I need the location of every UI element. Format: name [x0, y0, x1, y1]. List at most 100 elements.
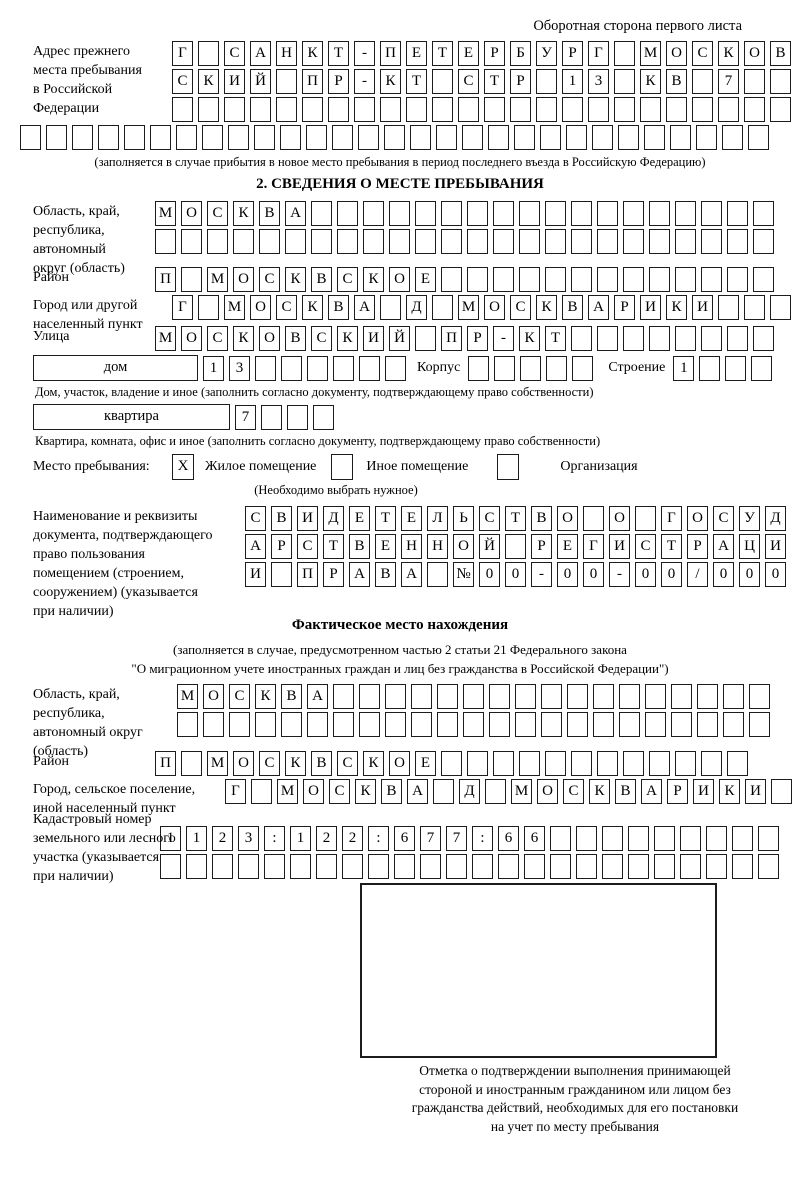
char-cell[interactable]: Т — [432, 41, 453, 66]
char-cell[interactable]: Б — [510, 41, 531, 66]
char-cell[interactable] — [467, 267, 488, 292]
char-cell[interactable]: С — [259, 267, 280, 292]
char-cell[interactable]: А — [354, 295, 375, 320]
char-cell[interactable] — [176, 125, 197, 150]
char-cell[interactable]: К — [589, 779, 610, 804]
char-cell[interactable] — [458, 97, 479, 122]
char-cell[interactable] — [770, 97, 791, 122]
char-cell[interactable] — [427, 562, 448, 587]
char-cell[interactable] — [363, 229, 384, 254]
char-cell[interactable] — [238, 854, 259, 879]
char-cell[interactable]: О — [389, 751, 410, 776]
char-cell[interactable]: К — [355, 779, 376, 804]
char-cell[interactable]: В — [666, 69, 687, 94]
char-cell[interactable] — [748, 125, 769, 150]
char-cell[interactable] — [635, 506, 656, 531]
char-cell[interactable]: В — [285, 326, 306, 351]
char-cell[interactable]: Р — [484, 41, 505, 66]
char-cell[interactable] — [384, 125, 405, 150]
char-cell[interactable] — [727, 201, 748, 226]
char-cell[interactable] — [550, 826, 571, 851]
char-cell[interactable]: С — [692, 41, 713, 66]
char-cell[interactable] — [692, 69, 713, 94]
char-cell[interactable]: К — [363, 267, 384, 292]
char-cell[interactable]: Р — [467, 326, 488, 351]
char-cell[interactable]: К — [337, 326, 358, 351]
char-cell[interactable] — [749, 684, 770, 709]
char-cell[interactable] — [770, 295, 791, 320]
char-cell[interactable] — [337, 201, 358, 226]
char-cell[interactable]: - — [609, 562, 630, 587]
char-cell[interactable] — [706, 826, 727, 851]
char-cell[interactable]: В — [259, 201, 280, 226]
char-cell[interactable] — [722, 125, 743, 150]
char-cell[interactable]: О — [484, 295, 505, 320]
char-cell[interactable]: М — [458, 295, 479, 320]
checkbox-organizaciya[interactable] — [497, 454, 520, 480]
char-cell[interactable]: Е — [406, 41, 427, 66]
char-cell[interactable]: С — [337, 267, 358, 292]
checkbox-inoe[interactable] — [331, 454, 354, 480]
char-cell[interactable] — [619, 684, 640, 709]
char-cell[interactable]: О — [687, 506, 708, 531]
char-cell[interactable]: Р — [323, 562, 344, 587]
char-cell[interactable] — [124, 125, 145, 150]
char-cell[interactable] — [385, 712, 406, 737]
char-cell[interactable]: С — [635, 534, 656, 559]
char-cell[interactable] — [545, 751, 566, 776]
char-cell[interactable]: П — [380, 41, 401, 66]
char-cell[interactable]: К — [233, 326, 254, 351]
char-cell[interactable]: С — [172, 69, 193, 94]
char-cell[interactable]: : — [472, 826, 493, 851]
char-cell[interactable] — [571, 229, 592, 254]
char-cell[interactable] — [281, 355, 302, 381]
char-cell[interactable]: Е — [415, 751, 436, 776]
char-cell[interactable] — [649, 751, 670, 776]
char-cell[interactable] — [467, 229, 488, 254]
char-cell[interactable] — [545, 229, 566, 254]
char-cell[interactable] — [488, 125, 509, 150]
char-cell[interactable] — [172, 97, 193, 122]
char-cell[interactable] — [545, 201, 566, 226]
char-cell[interactable]: К — [285, 751, 306, 776]
char-cell[interactable] — [276, 69, 297, 94]
char-cell[interactable] — [311, 201, 332, 226]
char-cell[interactable] — [389, 201, 410, 226]
char-cell[interactable]: Г — [588, 41, 609, 66]
char-cell[interactable]: К — [363, 751, 384, 776]
char-cell[interactable] — [432, 295, 453, 320]
char-cell[interactable] — [186, 854, 207, 879]
char-cell[interactable] — [571, 751, 592, 776]
char-cell[interactable]: 3 — [588, 69, 609, 94]
char-cell[interactable] — [389, 229, 410, 254]
char-cell[interactable]: Н — [401, 534, 422, 559]
char-cell[interactable] — [545, 267, 566, 292]
char-cell[interactable] — [671, 684, 692, 709]
char-cell[interactable] — [675, 267, 696, 292]
char-cell[interactable]: И — [765, 534, 786, 559]
char-cell[interactable]: О — [557, 506, 578, 531]
char-cell[interactable]: К — [302, 295, 323, 320]
char-cell[interactable]: Т — [484, 69, 505, 94]
char-cell[interactable] — [411, 712, 432, 737]
char-cell[interactable] — [640, 97, 661, 122]
char-cell[interactable] — [571, 326, 592, 351]
char-cell[interactable] — [498, 854, 519, 879]
char-cell[interactable]: Т — [661, 534, 682, 559]
char-cell[interactable] — [493, 201, 514, 226]
char-cell[interactable]: И — [745, 779, 766, 804]
char-cell[interactable] — [441, 751, 462, 776]
char-cell[interactable] — [181, 751, 202, 776]
char-cell[interactable]: И — [640, 295, 661, 320]
char-cell[interactable]: Д — [406, 295, 427, 320]
char-cell[interactable]: У — [536, 41, 557, 66]
char-cell[interactable]: 1 — [186, 826, 207, 851]
char-cell[interactable] — [649, 267, 670, 292]
char-cell[interactable]: Г — [661, 506, 682, 531]
char-cell[interactable] — [259, 229, 280, 254]
char-cell[interactable]: Р — [531, 534, 552, 559]
char-cell[interactable] — [725, 355, 747, 381]
char-cell[interactable] — [233, 229, 254, 254]
char-cell[interactable] — [718, 295, 739, 320]
char-cell[interactable] — [546, 355, 568, 381]
